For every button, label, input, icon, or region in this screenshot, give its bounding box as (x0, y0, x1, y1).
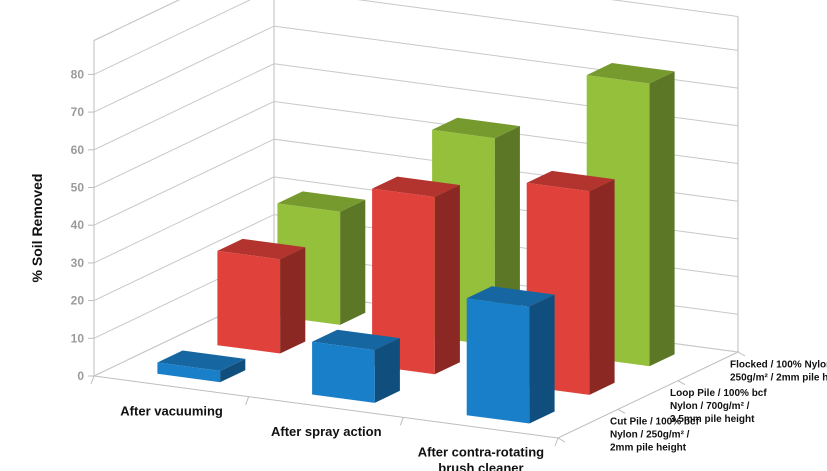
y-tick-label: 10 (71, 331, 85, 345)
y-tick-label: 50 (71, 181, 85, 195)
x-tick-mark (90, 375, 95, 385)
labels: 0 10 20 30 40 50 60 70 80 After vacuuming After sp… (29, 67, 827, 471)
bar-side-face (434, 185, 460, 375)
y-tick-label: 0 (77, 369, 84, 383)
y-axis-title: % Soil Removed (29, 174, 45, 283)
x-tick-mark (554, 437, 559, 447)
y-tick-label: 70 (71, 105, 85, 119)
bar (312, 329, 400, 403)
gridline (93, 0, 739, 41)
depth-tick-mark (737, 351, 746, 357)
depth-tick-mark (557, 437, 566, 443)
bar-front-face (217, 250, 281, 354)
y-tick-label: 20 (71, 294, 85, 308)
y-tick-label: 40 (71, 218, 85, 232)
x-tick-mark (245, 396, 250, 405)
bar-top-face (217, 238, 306, 260)
series-depth-label: Loop Pile / 100% bcf Nylon / 700g/m² /3.5… (670, 388, 767, 425)
bar-side-face (649, 71, 675, 367)
bar-side-face (220, 358, 246, 383)
bar-top-face (432, 117, 520, 139)
bar-front-face (372, 188, 435, 375)
bar-front-face (157, 362, 221, 383)
bar-top-face (526, 170, 615, 192)
bar-top-face (586, 63, 675, 84)
bar-front-face (466, 298, 530, 424)
gridline (93, 0, 739, 75)
bar-side-face (529, 294, 555, 424)
bar-side-face (589, 179, 615, 395)
y-tick-label: 30 (71, 256, 85, 270)
bar-top-face (466, 286, 555, 307)
bar-top-face (157, 350, 246, 371)
gridline (93, 63, 739, 151)
bar-side-face (340, 199, 366, 325)
series-depth-label: Flocked / 100% Nylon /250g/m² / 2mm pile… (730, 359, 827, 383)
x-category-label: After vacuuming (120, 403, 223, 418)
y-tick-label: 60 (71, 143, 85, 157)
gridline (93, 100, 739, 188)
bar-top-face (277, 191, 366, 212)
bar-front-face (312, 341, 375, 403)
x-category-label: After spray action (271, 424, 382, 439)
bar-top-face (312, 329, 400, 351)
bar-side-face (374, 338, 400, 403)
series-depth-label: Cut Pile / 100% bcf Nylon / 250g/m² /2mm … (610, 417, 700, 454)
x-category-label: After contra-rotating brush cleaner (418, 445, 544, 471)
x-tick-mark (399, 417, 404, 426)
bar (217, 238, 306, 354)
bar (466, 286, 555, 424)
bar-side-face (280, 247, 306, 354)
bars (157, 63, 675, 424)
y-tick-label: 80 (71, 67, 85, 81)
bar (372, 176, 460, 375)
gridline (93, 25, 739, 113)
bar (157, 350, 246, 383)
depth-tick-mark (617, 408, 626, 414)
bar-top-face (372, 176, 460, 197)
depth-tick-mark (677, 380, 686, 386)
